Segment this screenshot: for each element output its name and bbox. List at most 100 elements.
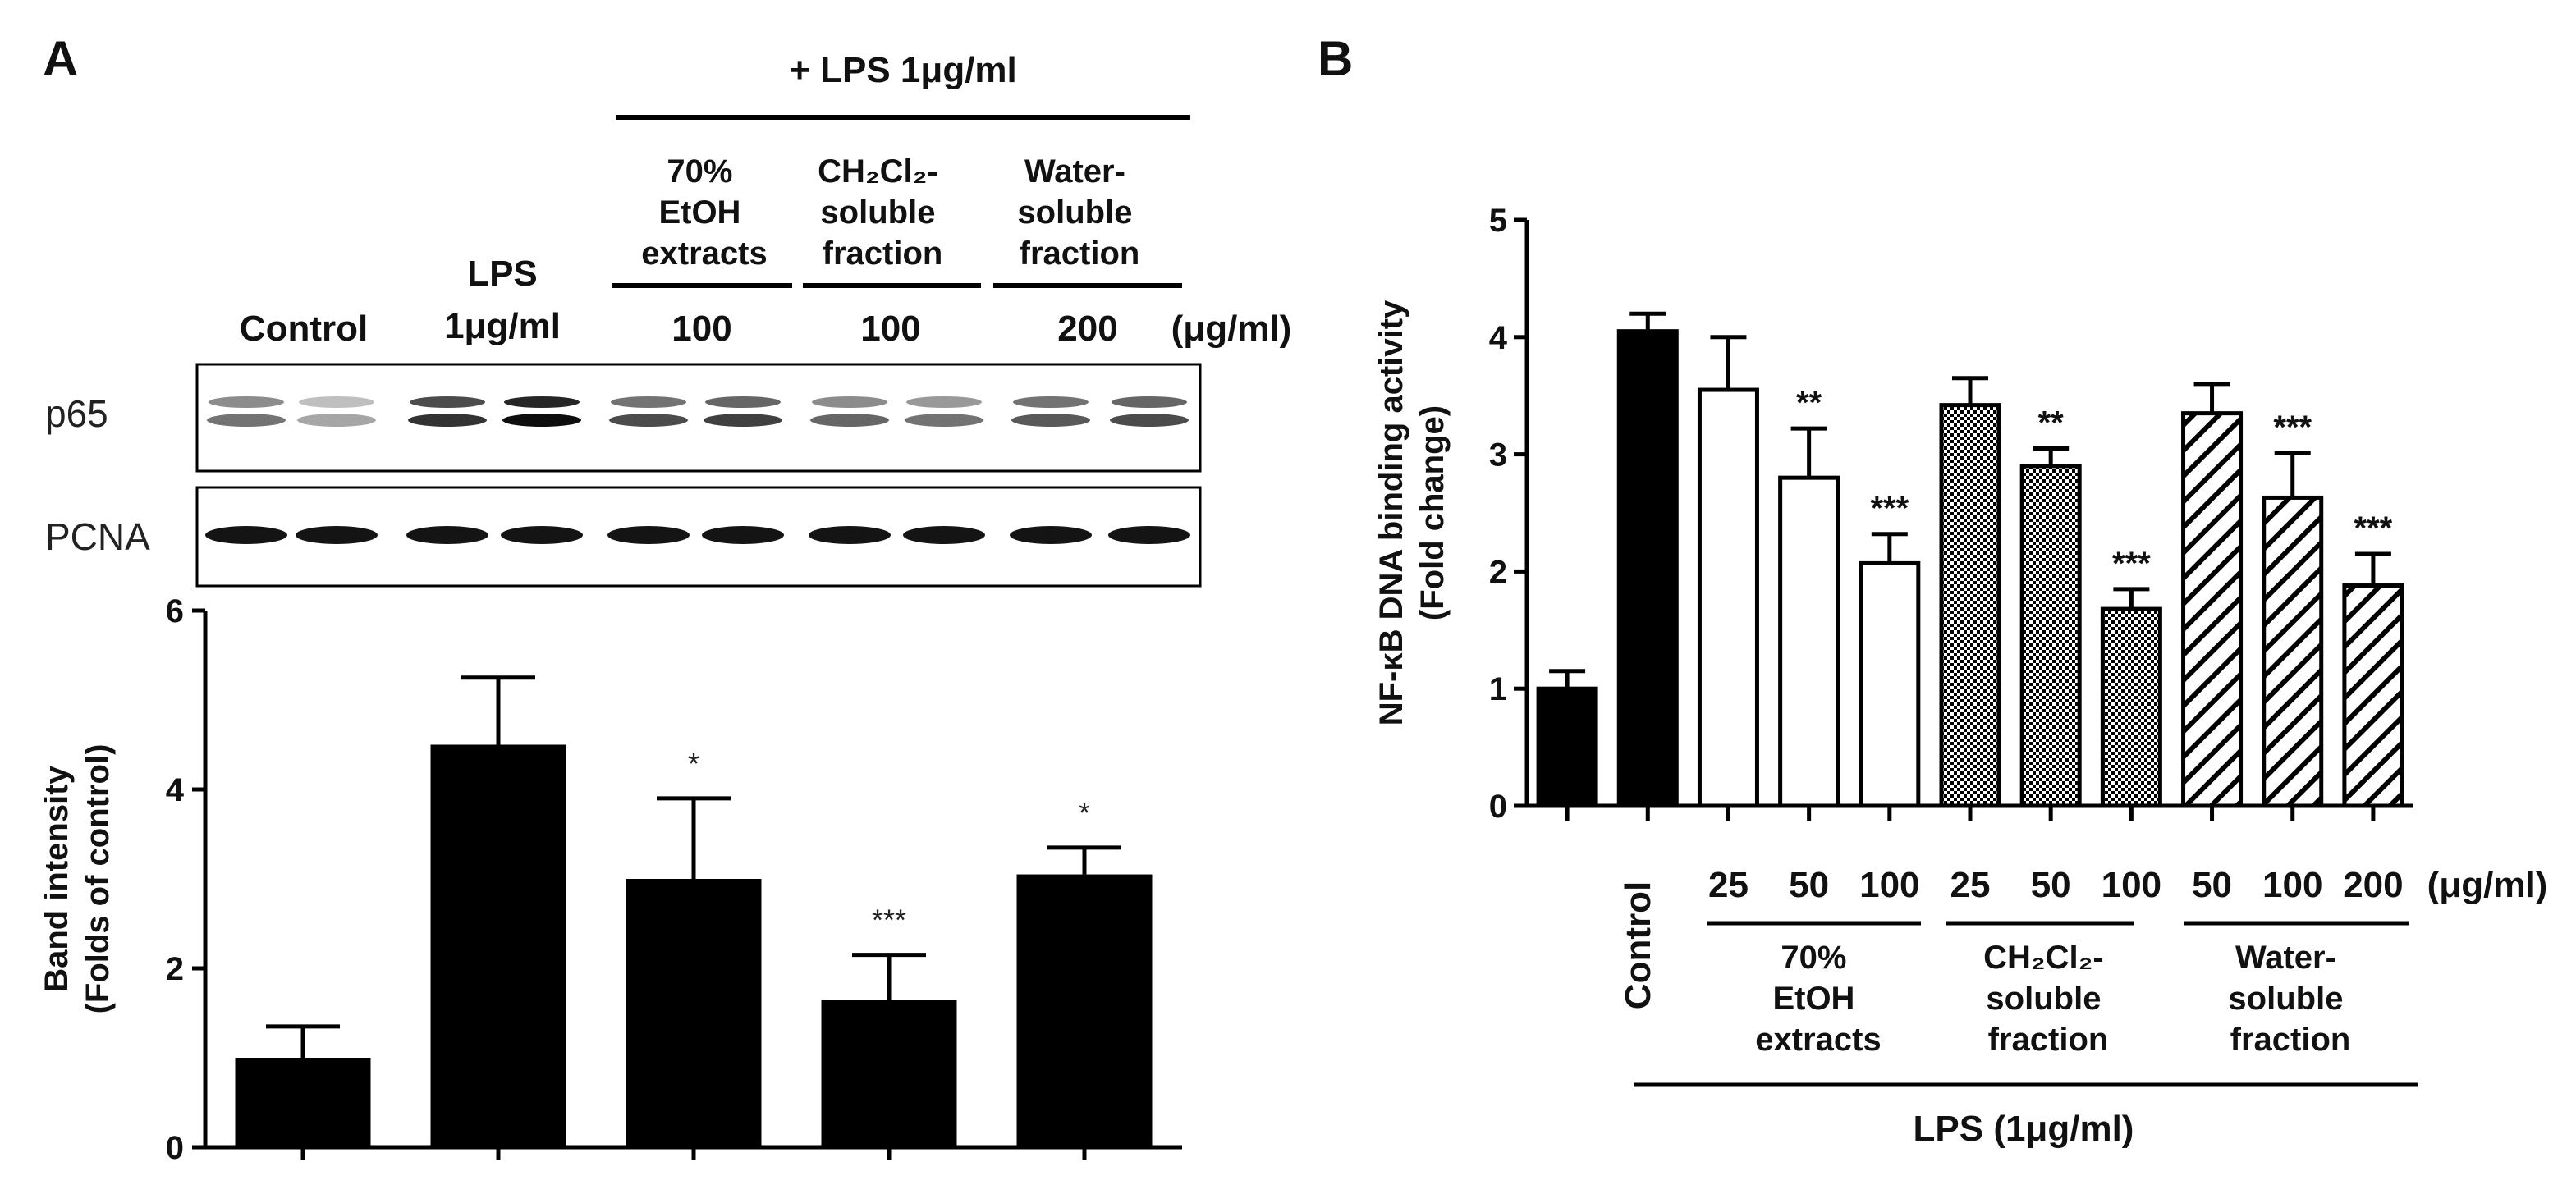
b-y-axis-label: NF-κB DNA binding activity (Fold change)	[1373, 300, 1451, 725]
pcna-band	[406, 526, 488, 544]
b-bar	[1697, 387, 1759, 808]
b-dose-label: 50	[2031, 865, 2071, 905]
p65-band-lower	[704, 414, 782, 427]
b-significance: **	[1796, 385, 1822, 421]
a-bar	[626, 879, 762, 1147]
lane-label-control: Control	[240, 309, 368, 349]
pcna-band	[296, 526, 378, 544]
p65-band-lower	[810, 414, 889, 427]
p65-band-lower	[297, 414, 376, 427]
pcna-band	[501, 526, 583, 544]
pcna-bands	[205, 526, 1190, 544]
a-significance: *	[1079, 796, 1090, 830]
panel-a-label: A	[43, 31, 78, 86]
a-bar	[1016, 874, 1153, 1147]
lane-label-lps-dose: 1μg/ml	[444, 306, 561, 346]
a-significance: *	[688, 747, 699, 780]
group-a2-header: CH₂Cl₂- soluble fraction	[818, 153, 947, 272]
p65-band-upper	[705, 396, 781, 408]
b-significance: ***	[2354, 510, 2393, 547]
blot-label-pcna: PCNA	[45, 515, 150, 558]
b-y-tick-label: 5	[1489, 203, 1507, 239]
lane-label-unit: (μg/ml)	[1171, 309, 1292, 349]
group-a1-header: 70% EtOH extracts	[641, 153, 767, 272]
pcna-band	[1010, 526, 1092, 544]
b-y-tick-label: 2	[1489, 554, 1507, 590]
a-y-axis-label: Band intensity (Folds of control)	[39, 744, 116, 1014]
b-significance: ***	[1870, 491, 1909, 527]
p65-band-lower	[207, 414, 286, 427]
p65-band-lower	[502, 414, 581, 427]
p65-band-upper	[1112, 396, 1187, 408]
a-y-tick-label: 6	[166, 593, 184, 629]
a-y-tick-label: 0	[166, 1130, 184, 1166]
pcna-band	[1108, 526, 1190, 544]
lane-label-dose-3: 200	[1057, 309, 1117, 349]
b-y-tick-label: 4	[1489, 320, 1508, 356]
b-dose-label: 25	[1950, 865, 1991, 905]
a-significance: ***	[872, 904, 906, 937]
b-significance: ***	[2273, 409, 2312, 446]
chart-b: 0 1 2 3 4 5 NF-κB DNA binding activity (Fold ch…	[1373, 203, 2413, 905]
b-bar	[2342, 583, 2404, 808]
pcna-band	[903, 526, 985, 544]
p65-band-lower	[1011, 414, 1090, 427]
dose-unit-b: (μg/ml)	[2427, 865, 2548, 905]
p65-band-lower	[905, 414, 983, 427]
a-bar	[821, 1000, 957, 1147]
pcna-band	[702, 526, 784, 544]
pcna-band	[607, 526, 690, 544]
b-bar	[1939, 403, 2001, 808]
b-dose-label: 100	[2102, 865, 2161, 905]
p65-band-upper	[906, 396, 982, 408]
panel-b-label: B	[1318, 31, 1353, 86]
b-bar	[2181, 411, 2244, 808]
a-y-tick-label: 2	[166, 951, 184, 987]
b-bar	[1778, 475, 1840, 808]
p65-bands	[207, 396, 1189, 427]
control-label-b: Control	[1618, 881, 1658, 1009]
b-y-tick-label: 1	[1489, 671, 1507, 707]
b-bar	[1859, 560, 1921, 808]
b-y-tick-label: 0	[1489, 789, 1507, 825]
lps-label-b: LPS (1μg/ml)	[1914, 1109, 2134, 1149]
a-bar	[235, 1058, 371, 1147]
b-bar	[2100, 606, 2162, 808]
b-dose-label: 100	[1859, 865, 1919, 905]
p65-band-upper	[209, 396, 284, 408]
lane-label-dose-2: 100	[860, 309, 920, 349]
b-significance: ***	[2112, 546, 2151, 582]
p65-band-upper	[410, 396, 485, 408]
b-y-tick-label: 3	[1489, 437, 1507, 473]
p65-band-upper	[812, 396, 887, 408]
b-bar	[1536, 686, 1598, 808]
b-dose-label: 50	[1789, 865, 1829, 905]
lane-label-lps: LPS	[467, 254, 538, 294]
p65-band-upper	[504, 396, 580, 408]
p65-band-upper	[299, 396, 374, 408]
p65-band-lower	[408, 414, 487, 427]
pcna-band	[809, 526, 891, 544]
group-b1-label: 70% EtOH extracts	[1755, 940, 1881, 1058]
p65-band-upper	[611, 396, 686, 408]
b-dose-label: 50	[2192, 865, 2232, 905]
b-bar	[2019, 464, 2082, 808]
group-b3-label: Water- soluble fraction	[2228, 940, 2352, 1058]
lane-label-dose-1: 100	[672, 309, 731, 349]
b-bar	[2262, 495, 2324, 808]
b-dose-label: 200	[2343, 865, 2403, 905]
b-dose-label: 100	[2262, 865, 2322, 905]
p65-band-lower	[1110, 414, 1189, 427]
pcna-band	[205, 526, 287, 544]
b-significance: **	[2038, 405, 2065, 441]
b-bar	[1616, 329, 1679, 808]
a-bar	[430, 744, 566, 1147]
a-y-tick-label: 4	[166, 772, 185, 808]
group-a3-header: Water- soluble fraction	[1017, 153, 1141, 272]
blot-label-p65: p65	[45, 392, 108, 435]
p65-band-upper	[1013, 396, 1089, 408]
p65-band-lower	[609, 414, 688, 427]
group-b2-label: CH₂Cl₂- soluble fraction	[1983, 940, 2113, 1058]
